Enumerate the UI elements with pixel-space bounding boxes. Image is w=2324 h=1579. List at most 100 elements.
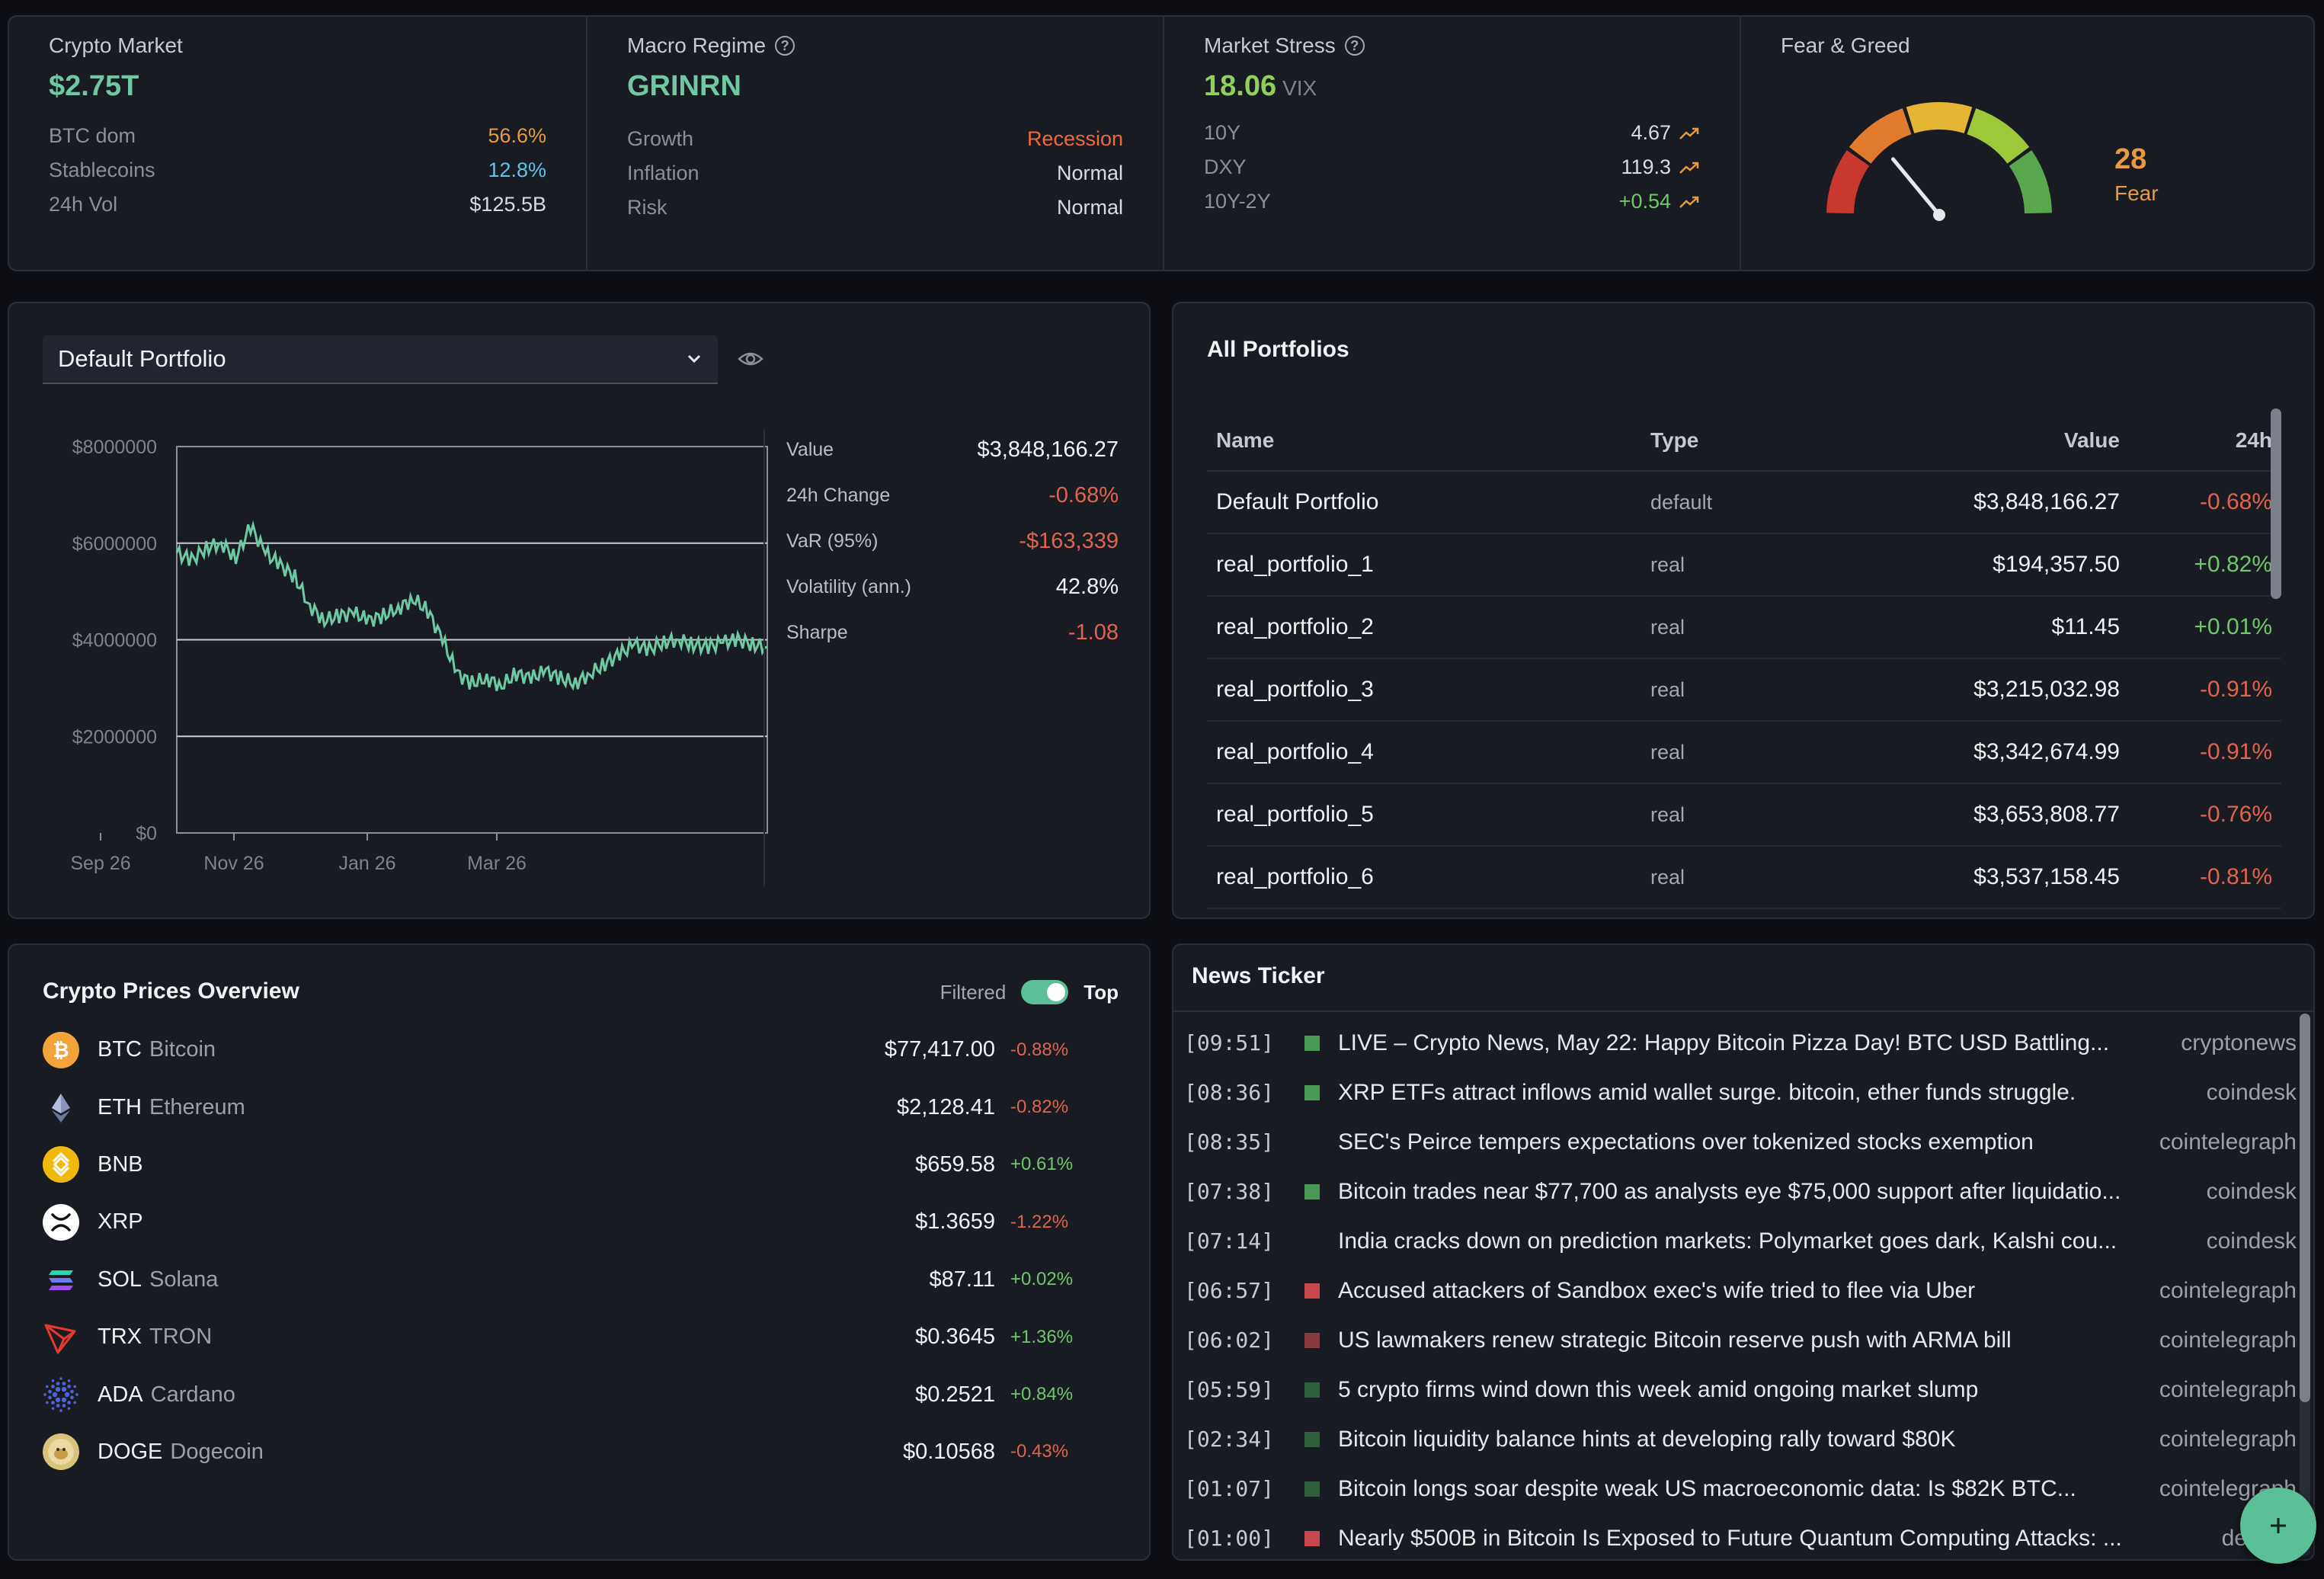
filter-toggle-group: Filtered Top (940, 980, 1119, 1004)
dogecoin-icon (43, 1433, 79, 1471)
cardano-icon (43, 1376, 79, 1413)
news-item[interactable]: [05:59] 5 crypto firms wind down this wee… (1184, 1365, 2297, 1414)
sentiment-indicator (1304, 1035, 1320, 1051)
vix-value: 18.06 VIX (1204, 70, 1317, 102)
top-label[interactable]: Top (1084, 980, 1119, 1004)
col-name-header[interactable]: Name (1207, 410, 1641, 472)
news-time: [06:57] (1184, 1278, 1275, 1303)
news-item[interactable]: [01:00] Nearly $500B in Bitcoin Is Expose… (1184, 1513, 2297, 1559)
volume-24h-row: 24h Vol $125.5B (49, 193, 546, 216)
bitcoin-icon: ₿ (43, 1031, 79, 1068)
scrollbar-thumb[interactable] (2300, 1014, 2310, 1402)
news-headline[interactable]: Bitcoin trades near $77,700 as analysts … (1338, 1178, 2121, 1204)
treasury-10y-row: 10Y 4.67 (1204, 116, 1700, 150)
market-stress-label: Market Stress? (1204, 34, 1365, 58)
cardano-dot (61, 1397, 67, 1403)
news-headline[interactable]: 5 crypto firms wind down this week amid … (1338, 1376, 1979, 1402)
growth-row: Growth Recession (627, 127, 1123, 150)
sentiment-indicator (1304, 1481, 1320, 1497)
x-tick-label: Nov 26 (203, 853, 264, 874)
coin-row-xrp[interactable]: XRP $1.3659 -1.22% (43, 1193, 1094, 1251)
cardano-dot (59, 1377, 62, 1380)
coin-row-bnb[interactable]: BNB $659.58 +0.61% (43, 1136, 1094, 1193)
help-icon[interactable]: ? (775, 36, 795, 56)
news-headline[interactable]: Accused attackers of Sandbox exec's wife… (1338, 1277, 1976, 1303)
news-headline[interactable]: SEC's Peirce tempers expectations over t… (1338, 1129, 2034, 1155)
table-row[interactable]: real_portfolio_2 real $11.45 +0.01% (1207, 596, 2281, 659)
coin-row-eth[interactable]: ETH Ethereum $2,128.41 -0.82% (43, 1078, 1094, 1135)
filter-toggle[interactable] (1021, 980, 1069, 1004)
news-item[interactable]: [07:38] Bitcoin trades near $77,700 as an… (1184, 1167, 2297, 1216)
ethereum-icon (43, 1089, 79, 1126)
news-headline[interactable]: Bitcoin liquidity balance hints at devel… (1338, 1426, 1956, 1452)
news-time: [08:36] (1184, 1080, 1275, 1105)
macro-regime-code: GRINRN (627, 70, 741, 102)
news-headline[interactable]: US lawmakers renew strategic Bitcoin res… (1338, 1327, 2012, 1353)
scrollbar-thumb[interactable] (2271, 408, 2281, 599)
table-row[interactable]: real_portfolio_5 real $3,653,808.77 -0.76% (1207, 783, 2281, 847)
coin-row-doge[interactable]: DOGE Dogecoin $0.10568 -0.43% (43, 1424, 1094, 1481)
news-item[interactable]: [09:51] LIVE – Crypto News, May 22: Happy… (1184, 1018, 2297, 1068)
cardano-dot (61, 1386, 67, 1392)
cardano-dot (48, 1389, 52, 1394)
fear-greed-label: Fear & Greed (1781, 34, 1910, 57)
news-time: [07:14] (1184, 1228, 1275, 1254)
table-row[interactable]: real_portfolio_4 real $3,342,674.99 -0.91% (1207, 721, 2281, 784)
news-source: cointelegraph (2159, 1129, 2297, 1155)
col-type-header[interactable]: Type (1641, 410, 1870, 472)
scrollbar[interactable] (2271, 408, 2281, 904)
news-headline[interactable]: Bitcoin longs soar despite weak US macro… (1338, 1475, 2076, 1501)
news-headline[interactable]: XRP ETFs attract inflows amid wallet sur… (1338, 1079, 2076, 1105)
news-source: cointelegraph (2159, 1327, 2297, 1353)
cardano-dot (51, 1401, 55, 1405)
news-time: [01:07] (1184, 1476, 1275, 1501)
news-item[interactable]: [01:07] Bitcoin longs soar despite weak U… (1184, 1464, 2297, 1513)
table-row[interactable]: real_portfolio_3 real $3,215,032.98 -0.91% (1207, 658, 2281, 722)
add-button[interactable] (2240, 1488, 2316, 1564)
stat-var: VaR (95%) -$163,339 (786, 528, 1119, 553)
sentiment-indicator (1304, 1084, 1320, 1100)
cardano-dot (56, 1404, 60, 1408)
coin-row-trx[interactable]: TRX TRON $0.3645 +1.36% (43, 1308, 1094, 1366)
portfolio-select[interactable]: Default Portfolio (43, 335, 718, 384)
gauge-hub (1933, 209, 1945, 221)
eye-icon[interactable] (738, 349, 763, 369)
col-value-header[interactable]: Value (1870, 410, 2129, 472)
inflation-row: Inflation Normal (627, 162, 1123, 184)
x-tick-label: Sep 26 (70, 853, 130, 874)
cardano-dot (62, 1404, 66, 1408)
table-row[interactable]: Default Portfolio default $3,848,166.27 -0.… (1207, 471, 2281, 534)
bnb-icon (43, 1146, 79, 1183)
filtered-label[interactable]: Filtered (940, 980, 1007, 1004)
news-item[interactable]: [08:35] SEC's Peirce tempers expectations… (1184, 1117, 2297, 1167)
news-source: coindesk (2206, 1079, 2297, 1105)
table-row[interactable]: real_portfolio_1 real $194,357.50 +0.82% (1207, 533, 2281, 597)
news-item[interactable]: [02:34] Bitcoin liquidity balance hints a… (1184, 1414, 2297, 1464)
help-icon[interactable]: ? (1344, 36, 1365, 56)
news-source: cointelegraph (2159, 1277, 2297, 1303)
coin-row-sol[interactable]: SOL Solana $87.11 +0.02% (43, 1251, 1094, 1308)
market-summary-strip: Crypto Market $2.75T BTC dom 56.6% Stable… (8, 15, 2315, 271)
y-tick-label: $6000000 (72, 533, 157, 555)
news-headline[interactable]: LIVE – Crypto News, May 22: Happy Bitcoi… (1338, 1030, 2110, 1055)
news-headline[interactable]: India cracks down on prediction markets:… (1338, 1228, 2118, 1254)
news-item[interactable]: [06:57] Accused attackers of Sandbox exec… (1184, 1266, 2297, 1315)
cardano-dot (46, 1385, 49, 1388)
coin-row-btc[interactable]: ₿ BTC Bitcoin $77,417.00 -0.88% (43, 1021, 1094, 1078)
news-item[interactable]: [06:02] US lawmakers renew strategic Bitc… (1184, 1315, 2297, 1365)
cardano-dot (67, 1379, 71, 1382)
news-time: [09:51] (1184, 1030, 1275, 1055)
news-item[interactable]: [07:14] India cracks down on prediction m… (1184, 1216, 2297, 1266)
news-item[interactable]: [08:36] XRP ETFs attract inflows amid wal… (1184, 1068, 2297, 1117)
col-24h-header[interactable]: 24h (2129, 410, 2281, 472)
crypto-prices-title: Crypto Prices Overview (43, 978, 299, 1004)
sentiment-indicator (1304, 1135, 1320, 1150)
stat-sharpe: Sharpe -1.08 (786, 620, 1119, 645)
scrollbar[interactable] (2300, 1014, 2310, 1556)
table-row[interactable]: real_portfolio_6 real $3,537,158.45 -0.81% (1207, 846, 2281, 909)
cardano-dot (70, 1395, 74, 1400)
trend-up-icon (1679, 127, 1699, 139)
coin-row-ada[interactable]: ADA Cardano $0.2521 +0.84% (43, 1366, 1094, 1423)
news-headline[interactable]: Nearly $500B in Bitcoin Is Exposed to Fu… (1338, 1525, 2122, 1551)
cardano-dot (51, 1407, 55, 1411)
